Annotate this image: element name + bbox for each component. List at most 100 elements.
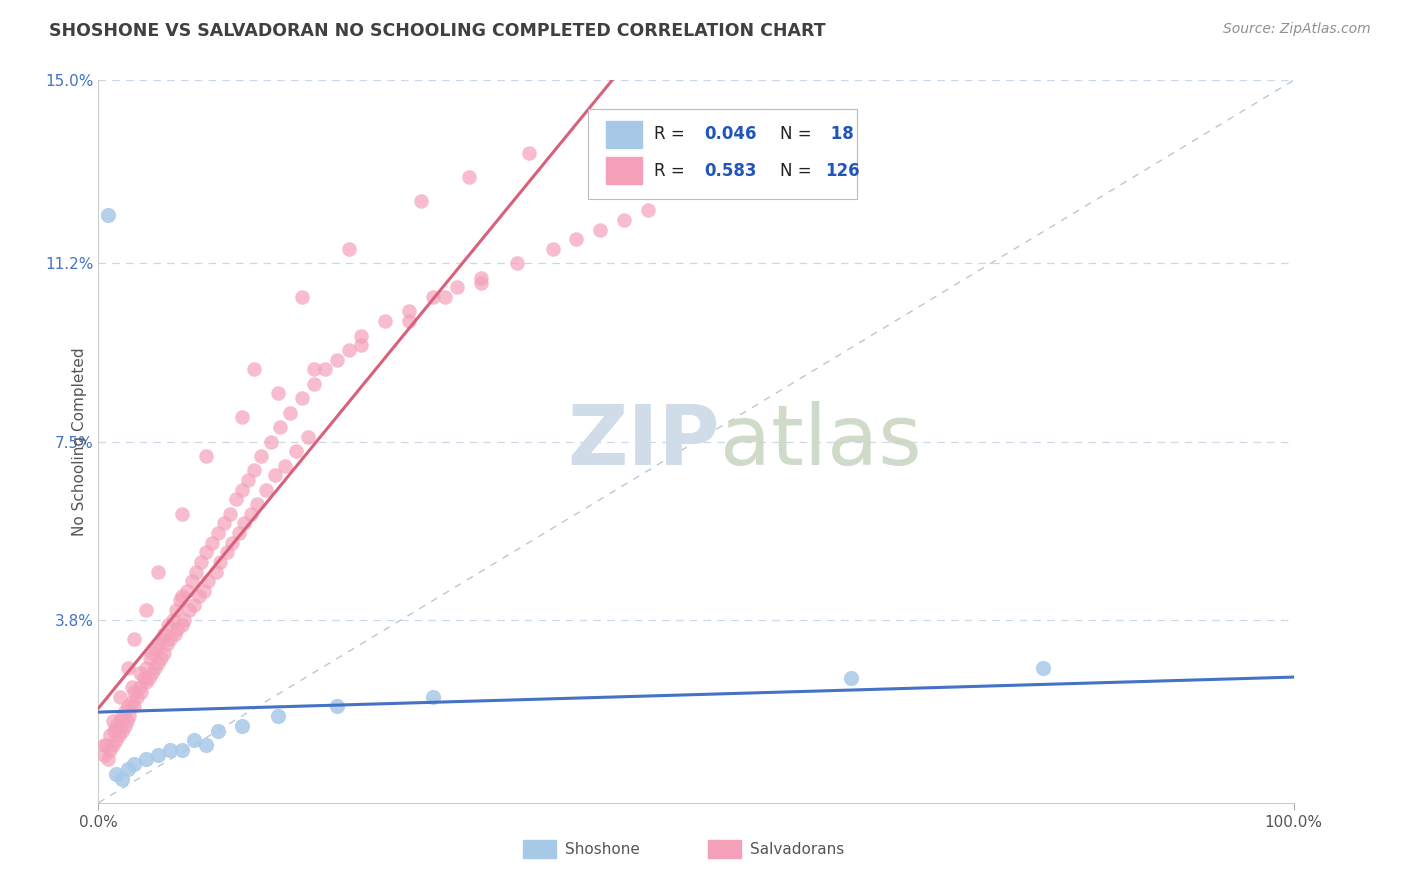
Text: R =: R = xyxy=(654,126,690,144)
Point xyxy=(302,362,325,376)
Point xyxy=(259,434,281,449)
Point xyxy=(108,714,131,728)
Point xyxy=(240,507,263,521)
Point xyxy=(267,709,290,723)
Point xyxy=(148,747,170,762)
Point xyxy=(97,208,120,222)
Text: N =: N = xyxy=(779,161,817,179)
Point xyxy=(195,545,218,559)
Point xyxy=(101,714,124,728)
Point xyxy=(398,314,420,328)
Point xyxy=(422,290,444,304)
Point xyxy=(613,213,636,227)
Point xyxy=(150,632,173,646)
Point xyxy=(132,671,155,685)
Point xyxy=(165,603,187,617)
Point xyxy=(350,338,373,352)
Y-axis label: No Schooling Completed: No Schooling Completed xyxy=(72,347,87,536)
Text: atlas: atlas xyxy=(720,401,921,482)
Point xyxy=(589,222,612,236)
Point xyxy=(187,589,209,603)
Point xyxy=(93,738,115,752)
Point xyxy=(141,647,163,661)
Point xyxy=(225,492,247,507)
Point xyxy=(172,617,194,632)
Point xyxy=(162,613,184,627)
Text: Source: ZipAtlas.com: Source: ZipAtlas.com xyxy=(1223,22,1371,37)
Text: Shoshone: Shoshone xyxy=(565,841,640,856)
Point xyxy=(118,709,141,723)
Point xyxy=(250,449,273,463)
Point xyxy=(169,593,191,607)
Point xyxy=(94,738,117,752)
Point xyxy=(93,747,115,762)
Point xyxy=(149,651,172,665)
Point xyxy=(207,723,229,738)
Point xyxy=(117,699,139,714)
Point xyxy=(148,656,170,670)
Point xyxy=(105,733,128,747)
Point xyxy=(446,280,468,294)
Point xyxy=(637,203,659,218)
Point xyxy=(131,685,153,699)
Text: 0.583: 0.583 xyxy=(704,161,756,179)
Point xyxy=(278,406,301,420)
Point xyxy=(183,599,205,613)
Point xyxy=(228,526,250,541)
Point xyxy=(125,690,148,704)
Point xyxy=(124,699,146,714)
Point xyxy=(190,555,212,569)
Bar xyxy=(606,120,643,148)
Point xyxy=(246,497,269,511)
Point xyxy=(236,473,259,487)
Point xyxy=(124,632,146,646)
Bar xyxy=(523,840,557,858)
Point xyxy=(326,699,349,714)
Bar xyxy=(606,157,643,185)
Point xyxy=(231,410,253,425)
Point xyxy=(124,757,146,772)
Point xyxy=(172,743,194,757)
Text: 126: 126 xyxy=(825,161,859,179)
Text: ZIP: ZIP xyxy=(568,401,720,482)
Point xyxy=(209,555,232,569)
Point xyxy=(143,661,166,675)
Point xyxy=(565,232,588,246)
Point xyxy=(111,709,134,723)
Text: 0.046: 0.046 xyxy=(704,126,756,144)
Point xyxy=(204,565,226,579)
Point xyxy=(148,565,170,579)
Point xyxy=(159,743,181,757)
Point xyxy=(114,719,136,733)
Point xyxy=(176,583,198,598)
Point xyxy=(141,665,163,680)
Point xyxy=(98,743,122,757)
Point xyxy=(339,242,361,256)
Point xyxy=(841,671,863,685)
Point xyxy=(105,719,128,733)
Point xyxy=(195,738,218,752)
Point xyxy=(179,603,201,617)
Point xyxy=(105,767,128,781)
Point xyxy=(124,685,146,699)
Point xyxy=(166,623,188,637)
Text: Salvadorans: Salvadorans xyxy=(749,841,844,856)
FancyBboxPatch shape xyxy=(589,109,858,200)
Point xyxy=(135,752,157,766)
Point xyxy=(129,665,152,680)
Point xyxy=(103,723,125,738)
Point xyxy=(145,641,167,656)
Point xyxy=(111,772,134,786)
Point xyxy=(217,545,239,559)
Point xyxy=(155,637,177,651)
Point xyxy=(231,483,253,497)
Text: 18: 18 xyxy=(825,126,853,144)
Point xyxy=(458,169,481,184)
Point xyxy=(291,290,314,304)
Point xyxy=(398,304,420,318)
Point xyxy=(284,444,307,458)
Point xyxy=(269,420,291,434)
Point xyxy=(163,627,186,641)
Point xyxy=(121,680,143,694)
Point xyxy=(267,386,290,401)
